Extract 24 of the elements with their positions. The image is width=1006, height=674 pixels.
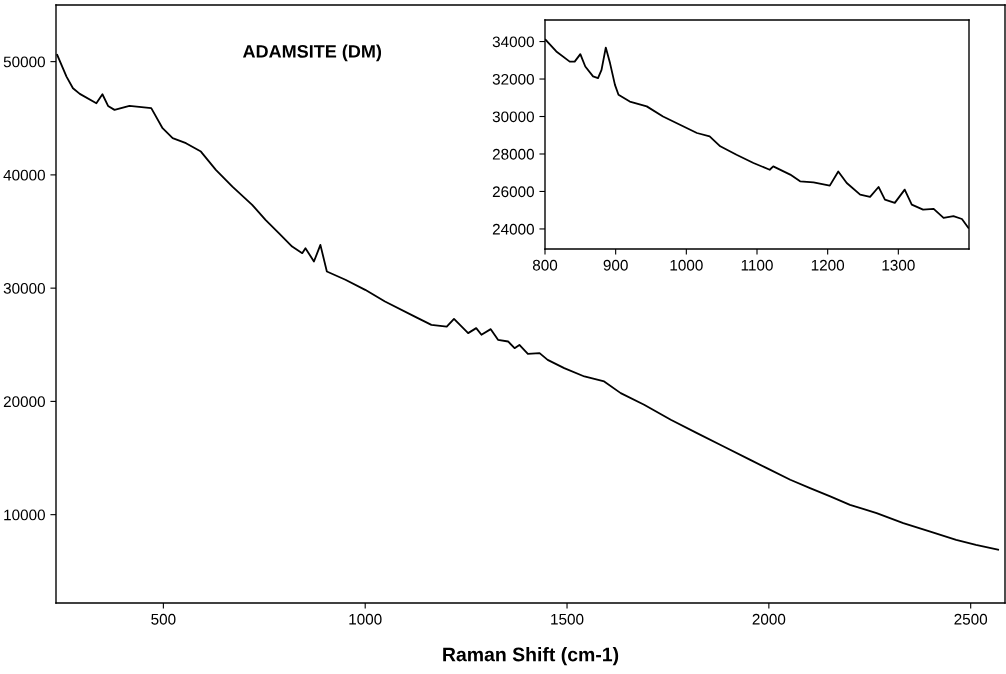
y-tick-label: 50000 <box>3 56 45 68</box>
x-tick-label: 500 <box>151 613 176 625</box>
y-tick-label: 26000 <box>492 186 534 198</box>
y-tick-label: 10000 <box>4 509 45 521</box>
x-tick-label: 1300 <box>882 259 915 271</box>
x-tick-label: 1000 <box>670 259 703 271</box>
y-tick-label: 28000 <box>492 148 534 160</box>
x-axis-title: Raman Shift (cm-1) <box>443 647 619 666</box>
x-tick-label: 900 <box>603 259 628 271</box>
x-tick-label: 1200 <box>811 259 845 271</box>
x-tick-label: 1000 <box>349 613 382 625</box>
y-tick-label: 24000 <box>492 223 534 235</box>
y-tick-label: 20000 <box>3 396 45 408</box>
x-tick-label: 1100 <box>741 259 773 271</box>
x-tick-label: 1500 <box>551 613 584 625</box>
x-tick-label: 800 <box>532 259 558 271</box>
y-tick-label: 30000 <box>492 111 534 123</box>
x-tick-label: 2500 <box>954 613 988 625</box>
text: ADAMSITE (DM) <box>242 44 382 62</box>
y-tick-label: 30000 <box>3 283 45 294</box>
y-tick-label: 32000 <box>492 73 534 85</box>
y-tick-label: 34000 <box>492 36 534 48</box>
y-tick-label: 40000 <box>3 169 45 181</box>
x-tick-label: 2000 <box>752 613 786 625</box>
